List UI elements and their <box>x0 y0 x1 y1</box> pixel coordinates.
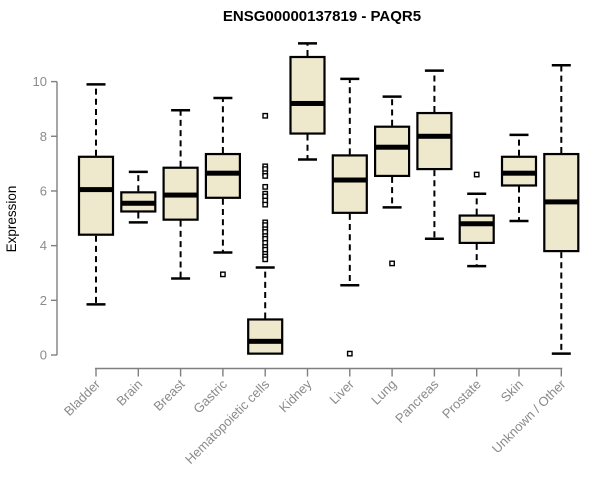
boxplot-bladder <box>77 83 115 306</box>
box-liver <box>331 154 368 214</box>
outlier-hematopoietic-cells-5 <box>262 183 269 190</box>
x-tick-label-lung: Lung <box>368 377 399 408</box>
outlier-hematopoietic-cells-0 <box>262 112 269 119</box>
boxplot-gastric <box>204 96 241 278</box>
median-breast <box>163 192 198 198</box>
y-tick-label-4: 4 <box>40 238 47 253</box>
outlier-liver-0 <box>346 350 353 357</box>
outlier-hematopoietic-cells-4 <box>262 173 269 179</box>
box-hematopoietic-cells <box>247 318 284 355</box>
box-prostate <box>458 214 495 245</box>
y-axis-label: Expression <box>4 186 19 253</box>
x-tick-label-breast: Breast <box>151 376 188 413</box>
y-tick-label-0: 0 <box>40 348 47 363</box>
outlier-hematopoietic-cells-9 <box>262 201 269 208</box>
median-lung <box>375 144 410 150</box>
boxplot-kidney <box>289 42 326 161</box>
median-brain <box>121 200 156 206</box>
median-unknown-other <box>544 199 579 205</box>
outlier-prostate-0 <box>473 171 480 178</box>
x-tick-label-skin: Skin <box>498 377 526 405</box>
x-tick-label-unknown-other: Unknown / Other <box>489 376 569 456</box>
median-pancreas <box>417 133 452 139</box>
boxes-group <box>77 42 580 357</box>
outlier-gastric-0 <box>219 271 226 278</box>
boxplot-unknown-other <box>543 63 580 355</box>
box-kidney <box>289 55 326 135</box>
median-kidney <box>290 100 325 106</box>
y-tick-label-10: 10 <box>33 74 47 89</box>
boxplot-lung <box>374 95 411 267</box>
boxplot-skin <box>500 133 538 223</box>
chart-title: ENSG00000137819 - PAQR5 <box>223 8 421 25</box>
boxplot-hematopoietic-cells <box>247 112 284 355</box>
x-tick-label-brain: Brain <box>113 377 145 409</box>
y-tick-label-2: 2 <box>40 293 47 308</box>
box-gastric <box>204 152 241 199</box>
x-tick-label-kidney: Kidney <box>276 376 315 415</box>
x-tick-label-pancreas: Pancreas <box>392 376 442 426</box>
outlier-hematopoietic-cells-21 <box>262 256 269 263</box>
box-bladder <box>77 155 115 236</box>
median-prostate <box>459 221 494 227</box>
boxplot-pancreas <box>416 69 453 241</box>
x-tick-label-bladder: Bladder <box>61 376 104 419</box>
y-tick-label-8: 8 <box>40 129 47 144</box>
median-bladder <box>79 187 113 193</box>
boxplot-breast <box>162 109 199 280</box>
x-tick-label-liver: Liver <box>326 376 357 407</box>
median-liver <box>332 177 367 183</box>
x-tick-label-gastric: Gastric <box>190 376 230 416</box>
box-pancreas <box>416 111 453 171</box>
x-tick-label-prostate: Prostate <box>439 377 484 422</box>
outlier-lung-0 <box>389 260 395 267</box>
median-hematopoietic-cells <box>248 338 283 344</box>
boxplot-prostate <box>458 171 495 268</box>
median-skin <box>502 170 536 176</box>
box-lung <box>374 125 411 178</box>
boxplot-liver <box>331 77 368 357</box>
median-gastric <box>205 170 240 176</box>
boxplot-brain <box>120 170 157 224</box>
y-tick-label-6: 6 <box>40 183 47 198</box>
